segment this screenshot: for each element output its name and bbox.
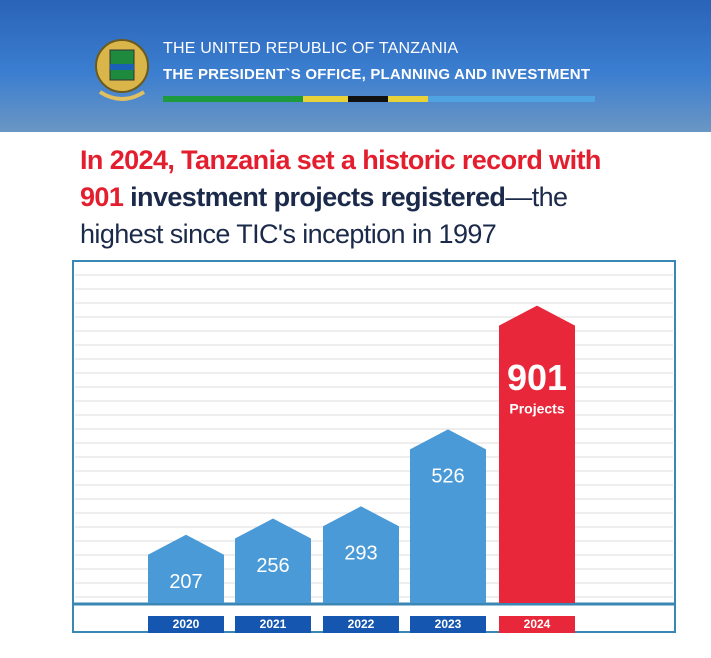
category-box (323, 616, 399, 633)
category-box (148, 616, 224, 633)
bar (148, 534, 224, 603)
flag-stripe (163, 96, 595, 102)
bar (410, 429, 486, 603)
x-tick-label: 2024 (524, 617, 551, 631)
headline-segment: highest since TIC's inception in 1997 (80, 219, 497, 249)
grid (75, 274, 673, 598)
category-box (499, 616, 575, 633)
header-banner: THE UNITED REPUBLIC OF TANZANIA THE PRES… (0, 0, 711, 132)
value-label: 256 (256, 555, 289, 577)
category-box (235, 616, 311, 633)
emblem (95, 39, 149, 101)
headline-segment: In 2024, Tanzania set a historic record … (80, 145, 601, 175)
x-tick-label: 2022 (348, 617, 375, 631)
headline: In 2024, Tanzania set a historic record … (80, 142, 700, 253)
header-line2: THE PRESIDENT`S OFFICE, PLANNING AND INV… (163, 66, 591, 83)
x-tick-label: 2020 (173, 617, 200, 631)
bar (235, 518, 311, 603)
header-line1: THE UNITED REPUBLIC OF TANZANIA (163, 40, 459, 57)
x-tick-label: 2023 (435, 617, 462, 631)
headline-segment: —the (505, 182, 568, 212)
bar (323, 506, 399, 603)
headline-line: highest since TIC's inception in 1997 (80, 216, 700, 253)
headline-segment: investment projects registered (123, 182, 506, 212)
bar (499, 305, 575, 603)
value-label: 901 (507, 357, 567, 398)
x-tick-label: 2021 (260, 617, 287, 631)
chart-frame (72, 260, 676, 633)
headline-segment: 901 (80, 182, 124, 212)
category-box (410, 616, 486, 633)
value-label: 526 (431, 466, 464, 488)
value-label: 293 (344, 543, 377, 565)
headline-line: In 2024, Tanzania set a historic record … (80, 142, 700, 179)
value-label: 207 (169, 571, 202, 593)
unit-label: Projects (509, 400, 564, 416)
headline-line: 901 investment projects registered—the (80, 179, 700, 216)
